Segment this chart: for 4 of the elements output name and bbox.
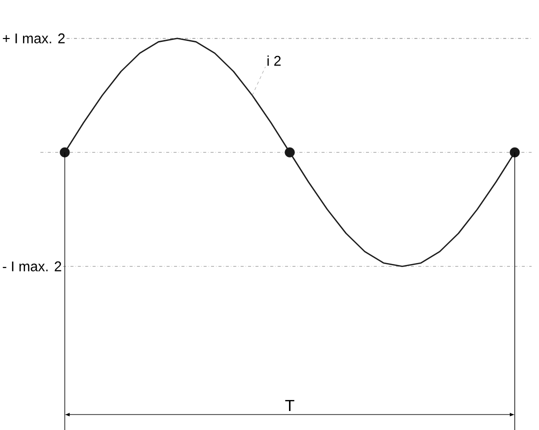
ref-line-label: - I max. 2 [2,261,62,272]
ref-line-label: + I max. 2 [2,33,65,44]
text: i 2 [268,56,281,66]
text: T [285,400,294,412]
